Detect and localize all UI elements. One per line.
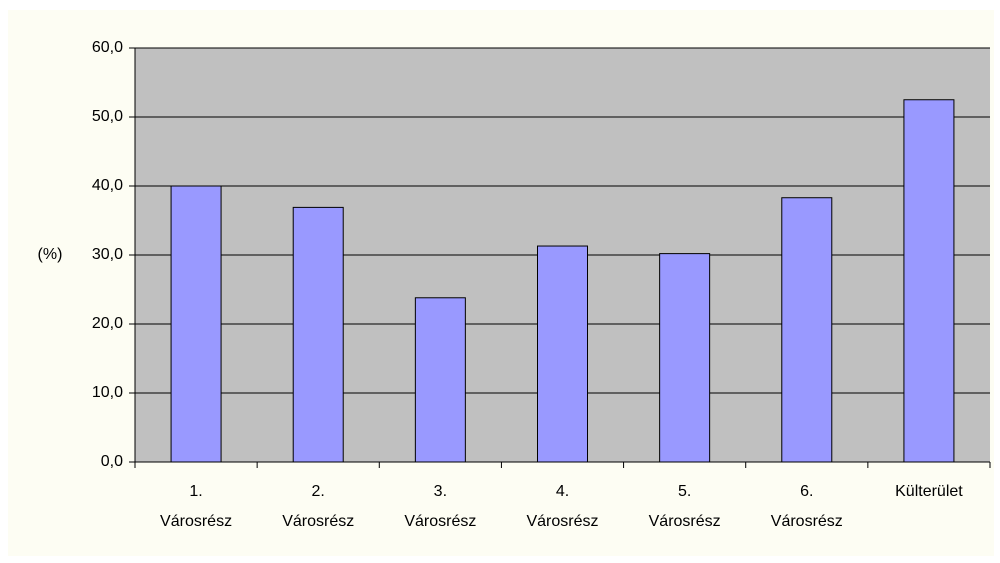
x-tick-label-line: 1. — [189, 483, 202, 500]
y-tick-label: 20,0 — [92, 315, 123, 332]
x-tick-label: 6. Városrész — [771, 483, 843, 530]
y-tick-label: 50,0 — [92, 108, 123, 125]
x-tick-label-line: Városrész — [526, 513, 598, 530]
bar — [659, 253, 711, 463]
x-tick-label: 5. Városrész — [649, 483, 721, 530]
bar — [414, 297, 466, 463]
bar — [537, 245, 588, 463]
y-tick-label: 40,0 — [92, 177, 123, 194]
x-tick-label: Külterület — [895, 483, 963, 500]
y-axis-label: (%) — [38, 246, 63, 263]
x-tick-label-line: Városrész — [404, 513, 476, 530]
bar — [903, 99, 955, 463]
x-tick-label-line: Városrész — [160, 513, 232, 530]
x-tick-label-line: Városrész — [649, 513, 721, 530]
x-tick-label: 3. Városrész — [404, 483, 476, 530]
x-tick-label: 1. Városrész — [160, 483, 232, 530]
bar — [170, 185, 222, 463]
x-tick-label-line: 5. — [678, 483, 691, 500]
x-tick-label-line: Városrész — [771, 513, 843, 530]
y-tick-label: 30,0 — [92, 246, 123, 263]
x-tick-label-line: 4. — [556, 483, 569, 500]
x-tick-label: 2. Városrész — [282, 483, 354, 530]
y-tick-label: 60,0 — [92, 39, 123, 56]
x-tick-label-line: 3. — [434, 483, 447, 500]
x-tick-label-line: Városrész — [282, 513, 354, 530]
x-tick-label-line: 6. — [800, 483, 813, 500]
y-tick-label: 10,0 — [92, 384, 123, 401]
x-tick-label: 4. Városrész — [526, 483, 598, 530]
y-tick-label: 0,0 — [101, 453, 123, 470]
bar — [292, 206, 344, 463]
bar — [781, 197, 833, 463]
x-tick-label-line: 2. — [312, 483, 325, 500]
